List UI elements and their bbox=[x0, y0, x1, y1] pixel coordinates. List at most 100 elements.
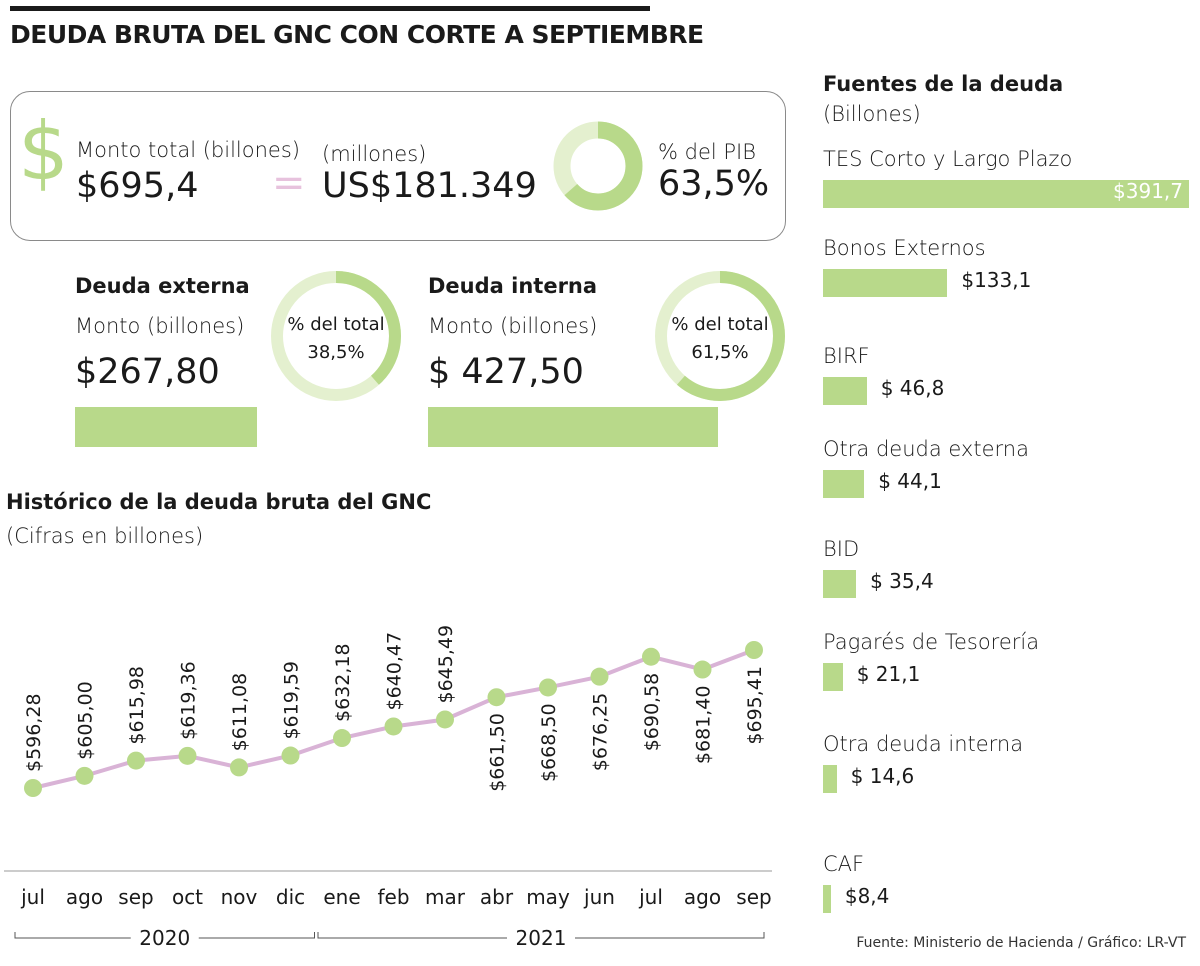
interna-share-label: % del total bbox=[671, 314, 769, 335]
pib-value: 63,5% bbox=[658, 164, 770, 204]
chart-subtitle: (Cifras en billones) bbox=[6, 524, 204, 548]
x-tick-label: sep bbox=[118, 885, 153, 909]
externa-title: Deuda externa bbox=[75, 274, 250, 298]
sources-title: Fuentes de la deuda bbox=[823, 72, 1064, 96]
x-tick-label: nov bbox=[221, 885, 258, 909]
data-label: $690,58 bbox=[641, 673, 663, 752]
source-bar bbox=[823, 377, 867, 405]
data-point bbox=[178, 746, 197, 765]
externa-donut-arc bbox=[271, 271, 401, 401]
interna-bar bbox=[428, 407, 718, 447]
data-point bbox=[384, 717, 403, 736]
x-tick-label: may bbox=[526, 885, 570, 909]
externa-bar bbox=[75, 407, 257, 447]
interna-amount: $ 427,50 bbox=[428, 352, 584, 392]
x-tick-label: dic bbox=[276, 885, 305, 909]
externa-donut bbox=[271, 271, 401, 401]
x-tick-label: mar bbox=[425, 885, 466, 909]
source-bar bbox=[823, 663, 843, 691]
chart-title: Histórico de la deuda bruta del GNC bbox=[6, 490, 432, 514]
data-label: $615,98 bbox=[126, 666, 148, 745]
data-point bbox=[436, 710, 454, 729]
source-name: CAF bbox=[823, 852, 865, 876]
data-label: $661,50 bbox=[487, 713, 509, 792]
source-name: TES Corto y Largo Plazo bbox=[823, 147, 1073, 171]
data-label: $605,00 bbox=[75, 681, 97, 760]
data-label: $619,59 bbox=[281, 661, 303, 740]
year-2020-label: 2020 bbox=[139, 926, 190, 950]
source-bar bbox=[823, 570, 857, 598]
pib-donut bbox=[553, 121, 643, 211]
data-point bbox=[230, 758, 248, 777]
source-name: Pagarés de Tesorería bbox=[823, 630, 1040, 654]
data-point bbox=[590, 667, 609, 686]
interna-donut bbox=[655, 271, 785, 401]
data-point bbox=[745, 641, 763, 659]
x-tick-label: feb bbox=[377, 885, 409, 909]
source-name: Bonos Externos bbox=[823, 236, 986, 260]
year-2021-bracket bbox=[317, 932, 765, 939]
x-tick-label: abr bbox=[480, 885, 514, 909]
x-tick-label: jul bbox=[638, 885, 663, 909]
source-bar bbox=[823, 180, 1189, 208]
x-tick-label: oct bbox=[172, 885, 203, 909]
equals-icon: = bbox=[272, 160, 306, 206]
data-point bbox=[127, 751, 145, 770]
data-label: $596,28 bbox=[23, 693, 45, 772]
source-name: BID bbox=[823, 537, 860, 561]
pib-donut-arc bbox=[553, 121, 643, 211]
data-point bbox=[487, 688, 506, 707]
source-bar bbox=[823, 885, 831, 913]
dollar-icon: $ bbox=[18, 105, 69, 198]
source-value: $ 46,8 bbox=[880, 376, 945, 400]
externa-share-value: 38,5% bbox=[307, 342, 365, 363]
usd-value: US$181.349 bbox=[322, 166, 537, 206]
x-tick-label: sep bbox=[736, 885, 771, 909]
interna-amount-label: Monto (billones) bbox=[428, 314, 598, 338]
data-label: $676,25 bbox=[590, 693, 612, 772]
source-value: $ 35,4 bbox=[870, 569, 934, 593]
data-label: $619,36 bbox=[178, 661, 200, 740]
x-tick-label: ago bbox=[66, 885, 103, 909]
data-label: $611,08 bbox=[229, 673, 251, 752]
interna-donut-arc bbox=[655, 271, 785, 401]
data-point bbox=[539, 678, 557, 697]
source-bar bbox=[823, 470, 865, 498]
data-point bbox=[75, 766, 94, 785]
year-2021-label: 2021 bbox=[516, 926, 567, 950]
source-name: Otra deuda externa bbox=[823, 437, 1029, 461]
data-point bbox=[642, 647, 660, 666]
data-point bbox=[281, 746, 300, 765]
usd-label: (millones) bbox=[322, 142, 427, 166]
year-2020-bracket bbox=[14, 932, 315, 939]
source-bar bbox=[823, 269, 948, 297]
source-value: $133,1 bbox=[961, 268, 1032, 292]
externa-amount-label: Monto (billones) bbox=[75, 314, 245, 338]
source-value: $8,4 bbox=[844, 884, 890, 908]
title-rule bbox=[10, 6, 650, 11]
data-point bbox=[693, 660, 712, 679]
interna-title: Deuda interna bbox=[428, 274, 598, 298]
data-label: $640,47 bbox=[384, 632, 406, 711]
line-chart: $596,28 $605,00 $615,98 $619,36 $611,08 $619,… bbox=[4, 625, 772, 950]
source-name: BIRF bbox=[823, 344, 870, 368]
data-label: $695,41 bbox=[744, 666, 766, 745]
footer-source: Fuente: Ministerio de Hacienda / Gráfico… bbox=[856, 935, 1186, 951]
data-label: $668,50 bbox=[538, 703, 560, 782]
data-label: $681,40 bbox=[693, 686, 715, 765]
data-point bbox=[24, 779, 42, 797]
data-point bbox=[333, 729, 351, 748]
summary-box bbox=[10, 91, 786, 241]
total-value: $695,4 bbox=[76, 166, 199, 206]
externa-amount: $267,80 bbox=[75, 352, 220, 392]
interna-share-value: 61,5% bbox=[691, 342, 749, 363]
sources-subtitle: (Billones) bbox=[823, 102, 921, 126]
x-tick-label: jun bbox=[583, 885, 615, 909]
externa-share-label: % del total bbox=[287, 314, 385, 335]
source-bar bbox=[823, 765, 837, 793]
data-label: $632,18 bbox=[332, 643, 354, 722]
x-tick-label: jul bbox=[20, 885, 45, 909]
page-title: DEUDA BRUTA DEL GNC CON CORTE A SEPTIEMB… bbox=[10, 20, 704, 49]
source-value: $ 44,1 bbox=[878, 469, 942, 493]
source-value: $ 14,6 bbox=[850, 764, 915, 788]
